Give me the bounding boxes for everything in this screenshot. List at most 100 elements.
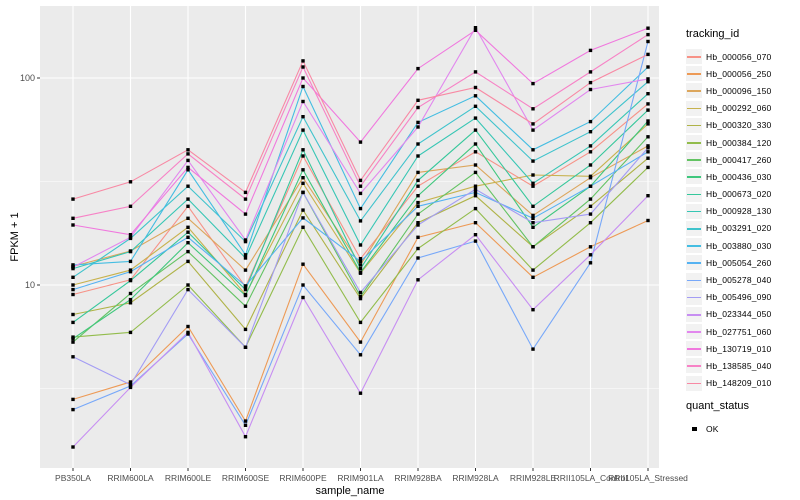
data-point-marker	[588, 253, 593, 257]
data-point-marker	[473, 170, 478, 175]
data-point-marker	[588, 245, 593, 249]
x-tick-label: RRIM928LE	[510, 473, 557, 483]
data-point-marker	[531, 81, 535, 86]
legend-key-swatch	[686, 341, 702, 357]
data-point-marker	[358, 320, 363, 325]
data-point-marker	[128, 380, 133, 384]
legend-key-line	[687, 210, 701, 213]
legend-key-swatch	[686, 238, 702, 254]
data-point-marker	[186, 152, 190, 156]
data-point-marker	[243, 238, 248, 242]
data-point-marker	[646, 80, 650, 84]
data-point-marker	[301, 128, 305, 132]
data-point-marker	[416, 66, 420, 71]
data-point-marker	[186, 330, 190, 335]
data-point-marker	[128, 301, 133, 305]
data-point-marker	[588, 204, 593, 208]
data-point-marker	[646, 146, 650, 150]
legend-key-swatch	[686, 324, 702, 340]
data-point-marker	[416, 235, 420, 239]
data-point-marker	[243, 423, 248, 427]
x-tick-label: RRIM600LE	[165, 473, 212, 483]
quant-legend-items: OK	[686, 420, 800, 437]
data-point-marker	[646, 52, 650, 57]
legend-item-label: Hb_027751_060	[706, 326, 772, 337]
quant-status-legend: quant_status OK	[686, 400, 800, 437]
data-point-marker	[71, 287, 75, 292]
legend-key-swatch	[686, 186, 702, 202]
data-point-marker	[473, 116, 478, 120]
data-point-marker	[128, 180, 133, 184]
data-point-marker	[416, 278, 420, 282]
data-point-marker	[473, 150, 478, 154]
legend-item: Hb_000417_260	[686, 151, 800, 168]
ok-square-marker-icon	[692, 426, 697, 432]
legend-item: Hb_003291_020	[686, 220, 800, 237]
legend-key-line	[687, 279, 701, 282]
legend-item-label: Hb_138585_040	[706, 360, 772, 371]
data-point-marker	[473, 163, 478, 167]
data-point-marker	[588, 80, 593, 85]
data-point-marker	[646, 102, 650, 106]
legend-item: Hb_003880_030	[686, 237, 800, 254]
legend-key-line	[687, 245, 701, 247]
legend-item: Hb_023344_050	[686, 306, 800, 323]
legend-key-line	[687, 365, 701, 368]
quant-key-swatch	[686, 421, 702, 436]
legend-item-label: Hb_000320_330	[706, 120, 772, 131]
data-point-marker	[416, 200, 420, 205]
data-point-marker	[531, 184, 535, 188]
legend-item: Hb_130719_010	[686, 340, 800, 357]
data-point-marker	[71, 292, 75, 297]
data-point-marker	[588, 130, 593, 134]
data-point-marker	[473, 221, 478, 225]
data-point-marker	[243, 212, 248, 216]
data-point-marker	[71, 445, 75, 449]
legend-key-line	[687, 331, 701, 333]
data-point-marker	[301, 65, 305, 69]
data-point-marker	[531, 245, 535, 249]
legend-item: Hb_005054_260	[686, 254, 800, 271]
data-point-marker	[71, 223, 75, 227]
data-point-marker	[128, 249, 133, 254]
data-point-marker	[358, 353, 363, 357]
data-point-marker	[128, 233, 133, 237]
data-point-marker	[588, 184, 593, 188]
tracking-id-legend: tracking_id Hb_000056_070 Hb_000056_250 Hb…	[686, 28, 800, 392]
legend-item: Hb_000056_250	[686, 65, 800, 82]
data-point-marker	[531, 225, 535, 229]
data-point-marker	[243, 284, 248, 288]
data-point-marker	[301, 59, 305, 63]
data-point-marker	[473, 233, 478, 237]
legend-item-label: Hb_000056_070	[706, 51, 772, 62]
legend-item: Hb_000056_070	[686, 48, 800, 65]
data-point-marker	[588, 87, 593, 92]
data-point-marker	[416, 142, 420, 146]
data-point-marker	[358, 206, 363, 211]
data-point-marker	[301, 176, 305, 180]
data-point-marker	[473, 239, 478, 243]
data-point-marker	[531, 181, 535, 185]
data-point-marker	[588, 221, 593, 225]
data-point-marker	[473, 206, 478, 211]
data-point-marker	[416, 221, 420, 225]
legend-item: Hb_000673_020	[686, 186, 800, 203]
data-point-marker	[301, 283, 305, 287]
legend-key-swatch	[686, 66, 702, 82]
data-point-marker	[186, 283, 190, 287]
data-point-marker	[243, 253, 248, 257]
legend-item: Hb_000320_330	[686, 117, 800, 134]
data-point-marker	[531, 122, 535, 126]
data-point-marker	[186, 324, 190, 329]
data-point-marker	[186, 235, 190, 239]
legend-key-swatch	[686, 220, 702, 236]
data-point-marker	[416, 120, 420, 125]
data-point-marker	[416, 194, 420, 198]
data-point-marker	[531, 159, 535, 163]
x-tick-label: RRIM928BA	[394, 473, 442, 483]
data-point-marker	[301, 148, 305, 152]
data-point-marker	[128, 383, 133, 387]
data-point-marker	[301, 168, 305, 172]
data-point-marker	[71, 340, 75, 344]
